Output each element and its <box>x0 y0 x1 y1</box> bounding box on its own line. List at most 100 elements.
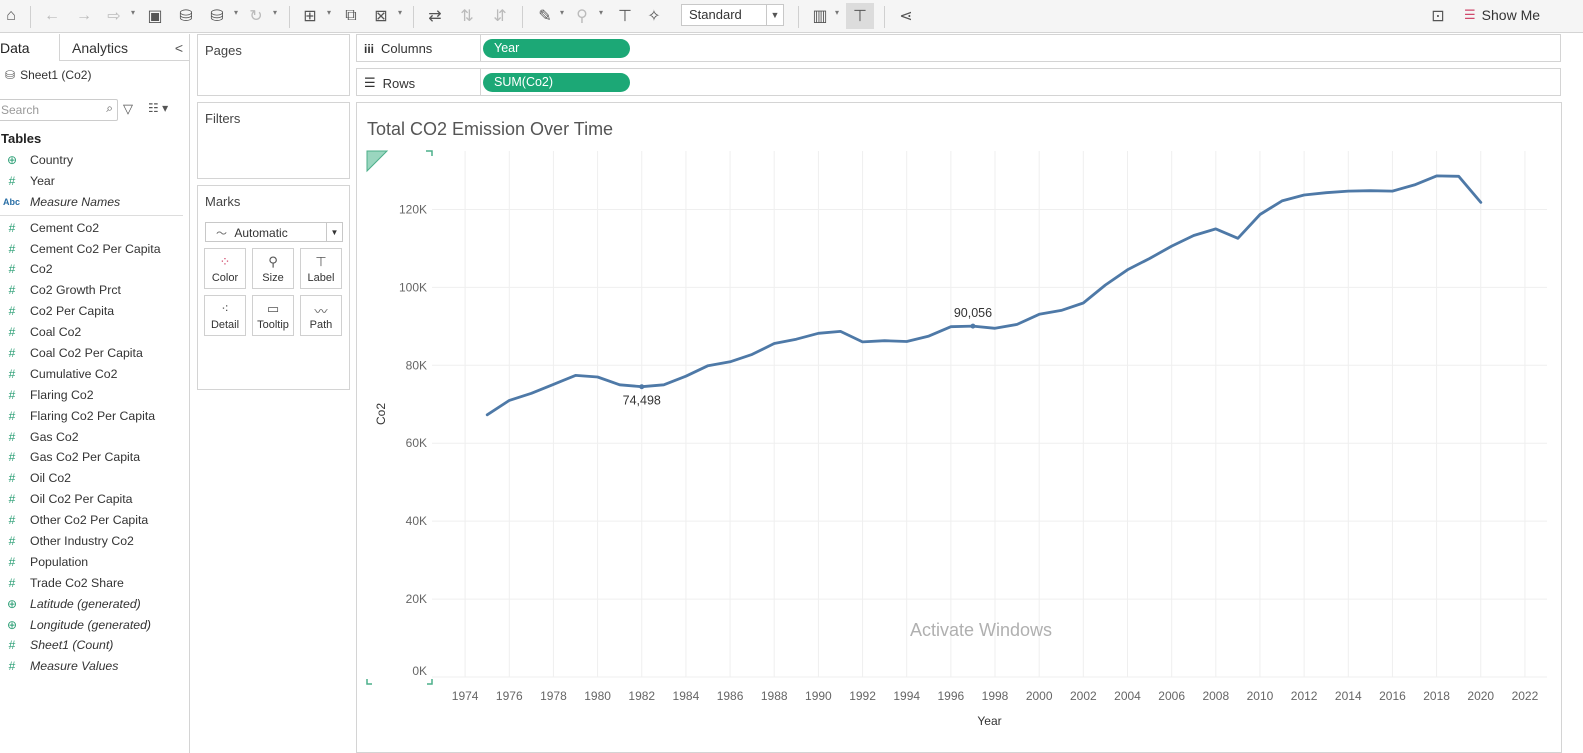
tooltip-icon[interactable]: ⊡ <box>1431 8 1445 25</box>
field-cement-co2[interactable]: # Cement Co2 <box>0 218 190 239</box>
field-country[interactable]: ⊕ Country <box>0 150 190 171</box>
field-other-industry-co2[interactable]: # Other Industry Co2 <box>0 531 190 552</box>
replay-icon[interactable]: ⇨ <box>107 8 121 25</box>
field-sheet1-count[interactable]: # Sheet1 (Count) <box>0 635 190 656</box>
field-cement-co2-per-capita[interactable]: # Cement Co2 Per Capita <box>0 239 190 260</box>
field-coal-co2[interactable]: # Coal Co2 <box>0 322 190 343</box>
pin-icon[interactable]: ✧ <box>647 8 661 25</box>
field-coal-co2-per-capita[interactable]: # Coal Co2 Per Capita <box>0 343 190 364</box>
field-label: Gas Co2 Per Capita <box>30 450 141 465</box>
size-icon: ⚲ <box>268 254 278 269</box>
tab-data[interactable]: Data <box>0 40 30 56</box>
clear-sheet-icon[interactable]: ⊠ <box>374 8 388 25</box>
line-chart[interactable]: 1974 1976 1978 1980 1982 1984 1986 1988 1990 1992… <box>357 103 1561 752</box>
x-tick-label: 1990 <box>805 689 832 703</box>
sort-ascending-icon[interactable]: ⇅ <box>460 8 474 25</box>
field-co2[interactable]: # Co2 <box>0 259 190 280</box>
chevron-down-icon[interactable]: ▼ <box>766 5 783 25</box>
field-flaring-co2-per-capita[interactable]: # Flaring Co2 Per Capita <box>0 406 190 427</box>
year-pill[interactable]: Year <box>483 39 630 58</box>
show-cards-icon[interactable]: ▥ <box>812 8 828 25</box>
tab-analytics[interactable]: Analytics <box>72 40 129 56</box>
view-options-icon[interactable]: ☷ ▾ <box>148 101 169 115</box>
chevron-down-icon[interactable]: ▾ <box>131 8 136 17</box>
x-tick-label: 2022 <box>1512 689 1539 703</box>
datasource-label: Sheet1 (Co2) <box>20 68 92 82</box>
field-latitude-generated[interactable]: ⊕ Latitude (generated) <box>0 594 190 615</box>
datasource-icon: ⛁ <box>5 68 16 82</box>
filter-icon[interactable]: ▽ <box>123 101 133 116</box>
save-icon[interactable]: ▣ <box>147 8 163 25</box>
chevron-down-icon[interactable]: ▾ <box>398 8 403 17</box>
field-year[interactable]: # Year <box>0 171 190 192</box>
filters-card[interactable]: Filters <box>197 102 350 179</box>
tooltip-mark-button[interactable]: ▭ Tooltip <box>252 295 294 336</box>
field-oil-co2[interactable]: # Oil Co2 <box>0 468 190 489</box>
chevron-down-icon[interactable]: ▼ <box>326 223 342 241</box>
highlight-icon[interactable]: ✎ <box>538 8 552 25</box>
collapse-pane-icon[interactable]: < <box>174 40 183 56</box>
fit-mode-select[interactable]: Standard ▼ <box>681 4 784 26</box>
swap-icon[interactable]: ⇄ <box>428 8 442 25</box>
sort-descending-icon[interactable]: ⇵ <box>493 8 507 25</box>
chevron-down-icon[interactable]: ▾ <box>327 8 332 17</box>
chevron-down-icon[interactable]: ▾ <box>234 8 239 17</box>
field-gas-co2-per-capita[interactable]: # Gas Co2 Per Capita <box>0 447 190 468</box>
datasource-item[interactable]: ⛁ Sheet1 (Co2) <box>5 68 91 82</box>
co2-series-line <box>485 174 1483 417</box>
data-point <box>618 383 621 386</box>
toolbar-separator <box>289 6 290 28</box>
field-co2-per-capita[interactable]: # Co2 Per Capita <box>0 301 190 322</box>
hash-icon: # <box>8 659 16 674</box>
data-point <box>706 364 709 367</box>
presentation-mode-button[interactable] <box>846 3 874 29</box>
filters-card-title: Filters <box>205 111 241 126</box>
field-cumulative-co2[interactable]: # Cumulative Co2 <box>0 364 190 385</box>
show-me-button[interactable]: ☰ Show Me <box>1464 7 1540 23</box>
pause-updates-icon[interactable]: ⛁ <box>210 8 224 25</box>
field-oil-co2-per-capita[interactable]: # Oil Co2 Per Capita <box>0 489 190 510</box>
worksheet-view[interactable]: Total CO2 Emission Over Time 1974 1976 197… <box>356 102 1562 753</box>
group-icon[interactable]: ⚲ <box>576 8 588 25</box>
toolbar-separator <box>30 6 31 28</box>
field-other-co2-per-capita[interactable]: # Other Co2 Per Capita <box>0 510 190 531</box>
redo-icon[interactable]: → <box>76 7 92 24</box>
label-mark-button[interactable]: ⊤ Label <box>300 248 342 289</box>
search-icon[interactable]: ⌕ <box>106 101 113 115</box>
field-flaring-co2[interactable]: # Flaring Co2 <box>0 385 190 406</box>
path-mark-button[interactable]: 〰 Path <box>300 295 342 336</box>
label-icon[interactable]: ⊤ <box>618 8 632 25</box>
detail-mark-button[interactable]: ⁖ Detail <box>204 295 246 336</box>
duplicate-sheet-icon[interactable]: ⧉ <box>345 7 357 24</box>
chevron-down-icon[interactable]: ▾ <box>273 8 278 17</box>
size-mark-button[interactable]: ⚲ Size <box>252 248 294 289</box>
chevron-down-icon[interactable]: ▾ <box>560 8 565 17</box>
new-worksheet-icon[interactable]: ⊞ <box>303 8 317 25</box>
presentation-icon[interactable]: ⊤ <box>853 8 867 25</box>
field-longitude-generated[interactable]: ⊕ Longitude (generated) <box>0 615 190 636</box>
field-trade-co2-share[interactable]: # Trade Co2 Share <box>0 573 190 594</box>
field-measure-names[interactable]: Abc Measure Names <box>0 192 190 213</box>
columns-shelf[interactable]: iii Columns Year <box>356 34 1561 62</box>
new-datasource-icon[interactable]: ⛁ <box>179 8 193 25</box>
chevron-down-icon[interactable]: ▾ <box>599 8 604 17</box>
mark-type-select[interactable]: 〜 Automatic ▼ <box>205 222 343 242</box>
y-tick-label: 40K <box>406 514 427 528</box>
x-tick-label: 2018 <box>1423 689 1450 703</box>
search-input[interactable]: Search ⌕ <box>0 99 118 121</box>
field-gas-co2[interactable]: # Gas Co2 <box>0 427 190 448</box>
undo-icon[interactable]: ← <box>44 7 60 24</box>
data-point <box>1413 183 1416 186</box>
hash-icon: # <box>8 173 16 188</box>
color-mark-button[interactable]: ⁘ Color <box>204 248 246 289</box>
refresh-icon[interactable]: ↻ <box>249 8 263 25</box>
share-icon[interactable]: ⋖ <box>899 8 913 25</box>
sum-co2-pill[interactable]: SUM(Co2) <box>483 73 630 92</box>
home-icon[interactable]: ⌂ <box>6 7 16 24</box>
pages-card[interactable]: Pages <box>197 34 350 96</box>
chevron-down-icon[interactable]: ▾ <box>835 8 840 17</box>
field-population[interactable]: # Population <box>0 552 190 573</box>
field-co2-growth-prct[interactable]: # Co2 Growth Prct <box>0 280 190 301</box>
rows-shelf[interactable]: ☰ Rows SUM(Co2) <box>356 68 1561 96</box>
field-measure-values[interactable]: # Measure Values <box>0 656 190 677</box>
